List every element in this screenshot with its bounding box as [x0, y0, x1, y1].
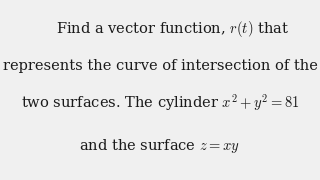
Text: Find a vector function, $r(t)$ that: Find a vector function, $r(t)$ that	[56, 19, 289, 39]
Text: and the surface $z = xy$: and the surface $z = xy$	[79, 137, 241, 155]
Text: represents the curve of intersection of the: represents the curve of intersection of …	[3, 59, 317, 73]
Text: two surfaces. The cylinder $x^2 + y^2 = 81$: two surfaces. The cylinder $x^2 + y^2 = …	[20, 92, 300, 113]
